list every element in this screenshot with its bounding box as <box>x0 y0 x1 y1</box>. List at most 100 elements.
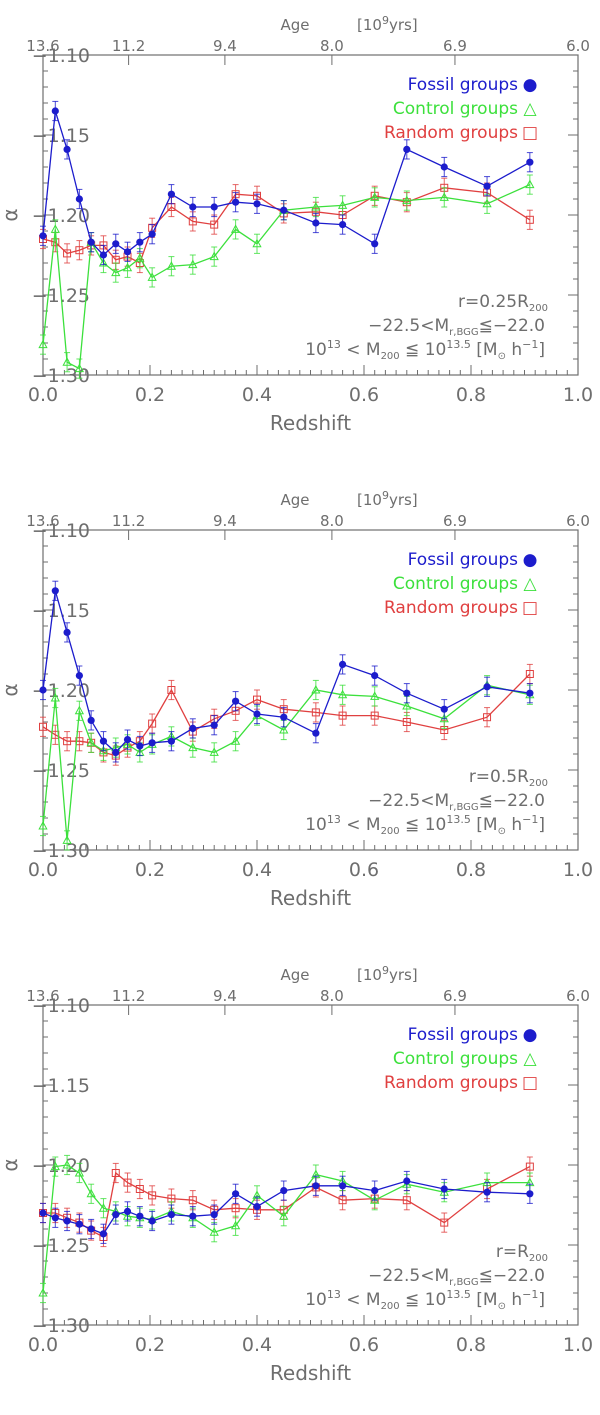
data-point-fossil <box>312 219 320 227</box>
data-point-fossil <box>403 689 411 697</box>
mag-prefix: −22.5<M <box>368 316 449 336</box>
y-tick-label: −1.25 <box>32 1235 90 1257</box>
x-tick-label: 0.2 <box>135 384 165 406</box>
data-point-random <box>148 719 157 728</box>
data-point-control <box>98 257 109 267</box>
age-axis-title: Age <box>280 966 309 984</box>
legend-marker: □ <box>522 1073 538 1093</box>
panel-2: 0.0 0.2 0.4 0.6 0.8 1.0−1.10−1.15−1.20−1.25−1… <box>0 489 593 910</box>
x-tick-label: 0.6 <box>349 859 379 881</box>
data-point-fossil <box>339 221 347 229</box>
x-axis-title: Redshift <box>270 411 351 435</box>
annotation-radius: r=0.25R200 <box>458 292 548 314</box>
mag-suffix: ≦−22.0 <box>479 1266 545 1286</box>
y-axis-title: α <box>0 683 22 696</box>
legend-label: Fossil groups <box>408 1025 519 1045</box>
data-point-control <box>62 835 72 844</box>
legend-marker: ● <box>523 1025 538 1045</box>
y-tick-label: −1.20 <box>32 680 90 702</box>
data-point-fossil <box>253 710 261 718</box>
mass-c: ≦ 10 <box>400 1290 447 1310</box>
data-point-random <box>63 737 72 746</box>
data-point-fossil <box>526 689 534 697</box>
x-tick-label: 0.4 <box>242 859 272 881</box>
x-axis-title: Redshift <box>270 1361 351 1385</box>
data-point-random <box>370 711 379 720</box>
x-tick-label: 0.2 <box>135 859 165 881</box>
age-axis-units: [109yrs] <box>357 964 418 984</box>
age-tick-label: 11.2 <box>112 987 145 1005</box>
mass-f: ] <box>538 815 545 835</box>
data-point-control <box>252 238 262 248</box>
series-line-control-groups <box>42 1164 530 1294</box>
x-tick-label: 0.6 <box>349 384 379 406</box>
data-point-fossil <box>371 672 379 680</box>
data-point-random <box>525 1162 534 1171</box>
data-point-control <box>439 192 449 201</box>
x-tick-label: 0.6 <box>349 1334 379 1356</box>
x-tick-label: 0.0 <box>28 859 58 881</box>
data-point-control <box>50 692 60 702</box>
annotation-magnitude: −22.5<Mr,BGG≦−22.0 <box>368 1266 545 1288</box>
data-point-fossil <box>253 1203 261 1211</box>
age-tick-label: 8.0 <box>320 987 344 1005</box>
mass-e-exp: −1 <box>522 813 538 826</box>
age-tick-label: 13.6 <box>26 37 59 55</box>
data-point-random <box>188 217 197 226</box>
radius-prefix: r=0.25R <box>458 292 529 312</box>
age-units-suffix: yrs] <box>389 491 418 509</box>
age-tick-label: 6.9 <box>443 987 467 1005</box>
mass-c: ≦ 10 <box>400 815 447 835</box>
data-point-fossil <box>210 203 218 211</box>
age-tick-label: 6.0 <box>566 512 590 530</box>
data-point-fossil <box>51 107 59 115</box>
mass-d-sub: ⊙ <box>498 351 506 362</box>
x-tick-label: 0.2 <box>135 1334 165 1356</box>
radius-prefix: r=0.5R <box>469 767 529 787</box>
annotation-mass: 1013 < M200 ≦ 1013.5 [M⊙ h−1] <box>305 1288 545 1312</box>
mass-c: ≦ 10 <box>400 340 447 360</box>
mass-b-sub: 200 <box>381 351 400 362</box>
data-point-random <box>39 722 47 731</box>
data-point-fossil <box>403 1177 411 1185</box>
age-units-suffix: yrs] <box>389 966 418 984</box>
data-point-control <box>74 705 85 715</box>
annotation-magnitude: −22.5<Mr,BGG≦−22.0 <box>368 316 545 338</box>
data-point-fossil <box>51 587 59 595</box>
annotation-radius: r=0.5R200 <box>469 767 548 789</box>
legend-marker: □ <box>522 598 538 618</box>
data-point-control <box>209 747 219 756</box>
annotation-mass: 1013 < M200 ≦ 1013.5 [M⊙ h−1] <box>305 338 545 362</box>
data-point-fossil <box>136 238 144 246</box>
data-point-fossil <box>75 672 83 680</box>
data-point-fossil <box>87 1225 95 1233</box>
x-axis-title: Redshift <box>270 886 351 910</box>
data-point-control <box>402 700 412 710</box>
mass-a-exp: 13 <box>327 813 341 826</box>
data-point-fossil <box>112 1211 120 1219</box>
data-point-fossil <box>148 1217 156 1225</box>
data-point-fossil <box>280 1187 288 1195</box>
data-point-fossil <box>189 1212 197 1220</box>
y-axis-title: α <box>0 208 22 221</box>
data-point-control <box>279 724 289 734</box>
data-point-control <box>188 742 198 752</box>
legend-label: Control groups <box>393 574 518 594</box>
data-point-control <box>209 1227 219 1236</box>
data-point-fossil <box>440 1185 448 1193</box>
age-tick-label: 8.0 <box>320 512 344 530</box>
data-point-control <box>147 272 157 281</box>
data-point-fossil <box>339 660 347 669</box>
y-tick-label: −1.30 <box>32 365 90 387</box>
data-point-random <box>338 711 347 720</box>
data-point-random <box>311 708 320 717</box>
radius-sub: 200 <box>529 1253 548 1264</box>
data-point-fossil <box>371 240 379 248</box>
annotation-radius: r=R200 <box>496 1242 548 1264</box>
age-tick-label: 8.0 <box>320 37 344 55</box>
x-tick-label: 1.0 <box>563 859 593 881</box>
data-point-control <box>188 259 198 269</box>
mass-e-exp: −1 <box>522 338 538 351</box>
radius-sub: 200 <box>529 303 548 314</box>
data-point-control <box>86 737 96 747</box>
